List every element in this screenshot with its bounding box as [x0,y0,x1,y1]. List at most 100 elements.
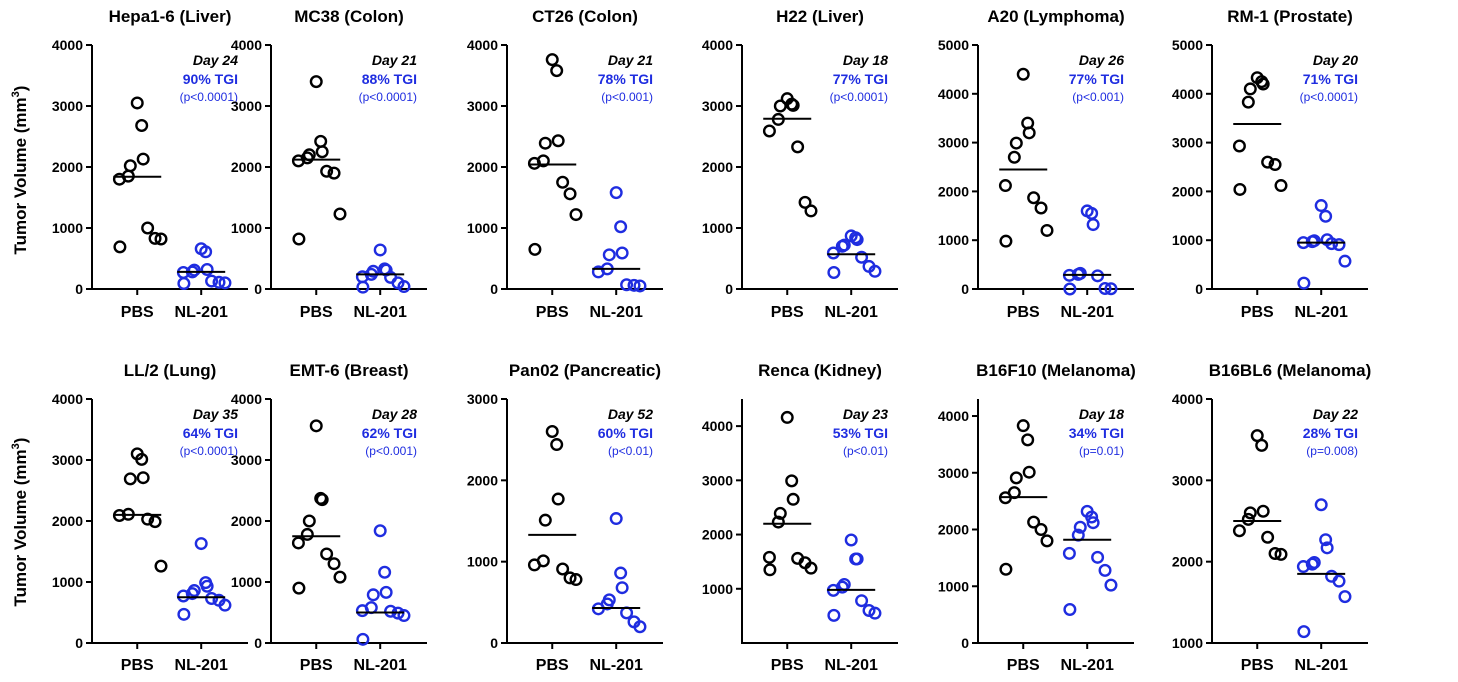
data-point [1297,625,1311,639]
data-point [602,248,616,262]
tgi-annotation: 77% TGI [1069,71,1124,87]
data-point [804,561,818,575]
data-point [1241,512,1255,526]
data-point [1274,547,1288,561]
data-point [1297,276,1311,290]
data-point [791,140,805,154]
data-point [148,515,162,529]
data-point [1256,504,1270,518]
x-category-label: PBS [536,657,569,674]
data-point [1233,182,1247,196]
data-point [614,220,628,234]
panel-title: B16F10 (Melanoma) [976,361,1136,380]
data-point [218,276,232,290]
data-point [1274,179,1288,193]
y-tick-label: 2000 [702,527,733,543]
data-point [771,515,785,529]
panel-2: CT26 (Colon) 0 1000 2000 3000 4000 PBS NL-201 Da… [467,7,663,321]
y-tick-label: 0 [490,635,498,651]
panel-4: A20 (Lymphoma) 0 1000 2000 3000 4000 5000 PBS NL… [938,7,1134,321]
data-point [773,99,787,113]
data-point [1256,77,1270,91]
data-point [291,536,305,550]
x-category-label: NL-201 [1295,657,1348,674]
x-category-label: PBS [1007,657,1040,674]
data-point [199,245,213,259]
data-point [1319,533,1333,547]
svg-text:Tumor Volume (mm3): Tumor Volume (mm3) [10,86,30,255]
y-tick-label: 0 [961,635,969,651]
data-point [827,266,841,280]
data-point [356,280,370,294]
x-category-label: NL-201 [825,304,878,321]
data-point [194,537,208,551]
data-point [320,164,334,178]
data-point [591,265,605,279]
x-category-label: NL-201 [175,657,228,674]
y-tick-label: 2000 [467,159,498,175]
data-point [998,179,1012,193]
panel-5: RM-1 (Prostate) 0 1000 2000 3000 4000 5000 PBS N… [1172,7,1368,321]
data-point [327,166,341,180]
y-tick-label: 3000 [938,465,969,481]
y-tick-label: 0 [254,635,262,651]
y-tick-label: 1000 [938,578,969,594]
y-tick-label: 0 [490,281,498,297]
panel-7: EMT-6 (Breast) 0 1000 2000 3000 4000 PBS NL-201… [231,361,427,674]
x-category-label: PBS [300,304,333,321]
panel-title: MC38 (Colon) [294,7,404,26]
x-category-label: NL-201 [590,304,643,321]
y-tick-label: 2000 [52,159,83,175]
data-point [1232,524,1246,538]
data-point [1314,199,1328,213]
data-point [302,514,316,528]
y-tick-label: 3000 [1172,135,1203,151]
y-tick-label: 2000 [1172,183,1203,199]
day-annotation: Day 18 [843,52,888,68]
data-point [798,195,812,209]
data-point [130,96,144,110]
data-point [550,64,564,78]
data-point [141,512,155,526]
day-annotation: Day 26 [1079,52,1124,68]
data-point [177,277,191,291]
panel-title: Pan02 (Pancreatic) [509,361,661,380]
data-point [378,565,392,579]
data-point [1332,574,1346,588]
data-point [844,533,858,547]
p-value-annotation: (p<0.001) [601,90,653,104]
x-category-label: PBS [300,657,333,674]
data-point [1086,218,1100,232]
data-point [1104,282,1118,296]
panel-title: Renca (Kidney) [758,361,882,380]
y-tick-label: 0 [1195,281,1203,297]
x-category-label: PBS [771,657,804,674]
data-point [212,275,226,289]
data-point [1086,516,1100,530]
y-tick-label: 5000 [938,37,969,53]
data-point [1104,578,1118,592]
data-point [528,242,542,256]
y-tick-label: 2000 [231,513,262,529]
data-point [1338,590,1352,604]
p-value-annotation: (p<0.0001) [830,90,888,104]
tgi-annotation: 64% TGI [183,425,238,441]
data-point [1320,541,1334,555]
y-tick-label: 1000 [1172,232,1203,248]
tgi-annotation: 60% TGI [598,425,653,441]
data-point [633,279,647,293]
data-point [1296,560,1310,574]
y-tick-label: 0 [254,281,262,297]
x-category-label: PBS [1007,304,1040,321]
data-point [1034,523,1048,537]
x-category-label: NL-201 [1061,657,1114,674]
data-point [569,573,583,587]
panel-title: Hepa1-6 (Liver) [109,7,232,26]
day-annotation: Day 22 [1313,406,1358,422]
data-point [868,606,882,620]
tgi-annotation: 62% TGI [362,425,417,441]
panel-title: CT26 (Colon) [532,7,638,26]
panel-title: B16BL6 (Melanoma) [1209,361,1371,380]
panel-title: RM-1 (Prostate) [1227,7,1353,26]
